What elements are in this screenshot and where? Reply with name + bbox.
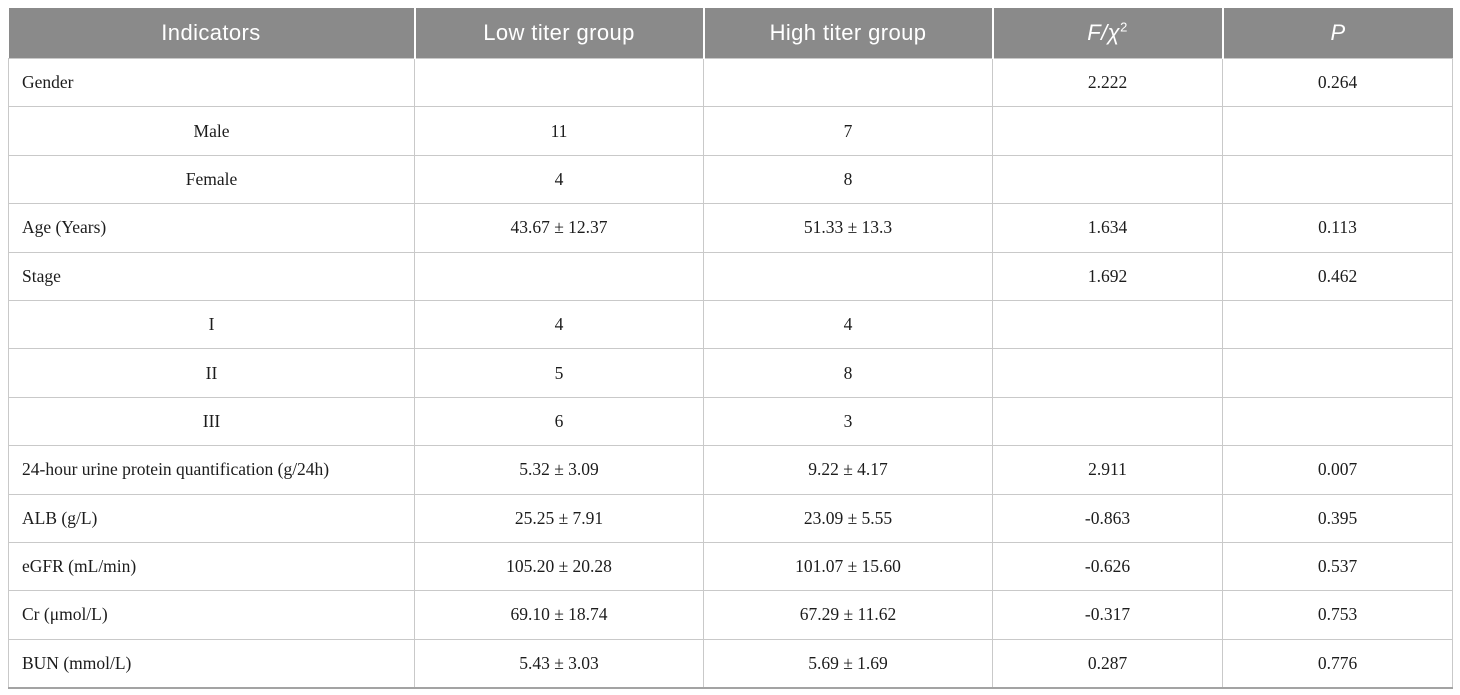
cell-p (1222, 348, 1453, 398)
cell-f: 1.692 (992, 251, 1223, 301)
table-header: Indicators Low titer group High titer gr… (8, 8, 1453, 59)
table-row-stage-2: II 5 8 (8, 348, 1453, 398)
cell-high: 8 (703, 348, 993, 398)
statistics-table: Indicators Low titer group High titer gr… (8, 8, 1453, 690)
cell-indicator: Gender (8, 57, 415, 108)
column-header-low-titer: Low titer group (413, 8, 704, 59)
table-row-stage: Stage 1.692 0.462 (8, 251, 1453, 301)
cell-indicator: 24-hour urine protein quantification (g/… (8, 445, 415, 495)
cell-low: 5 (414, 348, 704, 398)
cell-high: 4 (703, 299, 993, 350)
table-row-urine-protein: 24-hour urine protein quantification (g/… (8, 445, 1453, 495)
table-row-female: Female 4 8 (8, 154, 1453, 205)
cell-low: 11 (414, 106, 704, 156)
cell-indicator: Cr (μmol/L) (8, 590, 415, 640)
table-row-bun: BUN (mmol/L) 5.43 ± 3.03 5.69 ± 1.69 0.2… (8, 638, 1453, 689)
cell-indicator: eGFR (mL/min) (8, 541, 415, 592)
cell-indicator: BUN (mmol/L) (8, 638, 415, 689)
cell-p: 0.007 (1222, 445, 1453, 495)
cell-low: 43.67 ± 12.37 (414, 203, 704, 253)
table-row-stage-3: III 6 3 (8, 396, 1453, 447)
cell-f (992, 348, 1223, 398)
cell-f (992, 106, 1223, 156)
cell-low: 105.20 ± 20.28 (414, 541, 704, 592)
column-header-f-chi: F/χ2 (991, 8, 1223, 59)
column-header-p: P (1221, 8, 1453, 59)
cell-indicator: I (8, 299, 415, 350)
p-label: P (1330, 20, 1346, 45)
cell-p (1222, 154, 1453, 205)
table-row-stage-1: I 4 4 (8, 299, 1453, 350)
cell-low: 25.25 ± 7.91 (414, 493, 704, 543)
cell-p: 0.776 (1222, 638, 1453, 689)
cell-high: 101.07 ± 15.60 (703, 541, 993, 592)
cell-low: 4 (414, 299, 704, 350)
cell-p (1222, 396, 1453, 447)
cell-low: 5.43 ± 3.03 (414, 638, 704, 689)
cell-p: 0.462 (1222, 251, 1453, 301)
cell-p: 0.113 (1222, 203, 1453, 253)
cell-f: 0.287 (992, 638, 1223, 689)
cell-p (1222, 299, 1453, 350)
cell-high: 23.09 ± 5.55 (703, 493, 993, 543)
cell-indicator: Female (8, 154, 415, 205)
cell-high: 5.69 ± 1.69 (703, 638, 993, 689)
cell-f: -0.626 (992, 541, 1223, 592)
cell-p: 0.753 (1222, 590, 1453, 640)
cell-p (1222, 106, 1453, 156)
cell-high: 51.33 ± 13.3 (703, 203, 993, 253)
header-row: Indicators Low titer group High titer gr… (8, 8, 1453, 59)
cell-low: 69.10 ± 18.74 (414, 590, 704, 640)
cell-p: 0.395 (1222, 493, 1453, 543)
cell-indicator: Age (Years) (8, 203, 415, 253)
table-row-egfr: eGFR (mL/min) 105.20 ± 20.28 101.07 ± 15… (8, 541, 1453, 592)
cell-low (414, 57, 704, 108)
cell-low: 6 (414, 396, 704, 447)
table-body: Gender 2.222 0.264 Male 11 7 Female 4 8 (8, 57, 1453, 689)
cell-p: 0.264 (1222, 57, 1453, 108)
cell-f: -0.863 (992, 493, 1223, 543)
cell-f: 2.222 (992, 57, 1223, 108)
cell-indicator: Stage (8, 251, 415, 301)
cell-f: 1.634 (992, 203, 1223, 253)
table-row-cr: Cr (μmol/L) 69.10 ± 18.74 67.29 ± 11.62 … (8, 590, 1453, 640)
cell-indicator: III (8, 396, 415, 447)
cell-indicator: II (8, 348, 415, 398)
cell-p: 0.537 (1222, 541, 1453, 592)
cell-f: -0.317 (992, 590, 1223, 640)
cell-indicator: Male (8, 106, 415, 156)
cell-high (703, 251, 993, 301)
f-chi-superscript: 2 (1120, 19, 1128, 35)
table-row-gender: Gender 2.222 0.264 (8, 57, 1453, 108)
f-chi-label: F/χ (1087, 20, 1121, 45)
cell-f (992, 299, 1223, 350)
table-row-male: Male 11 7 (8, 106, 1453, 156)
table-row-age: Age (Years) 43.67 ± 12.37 51.33 ± 13.3 1… (8, 203, 1453, 253)
cell-high: 7 (703, 106, 993, 156)
column-header-high-titer: High titer group (702, 8, 993, 59)
statistics-table-container: Indicators Low titer group High titer gr… (8, 8, 1453, 690)
column-header-indicators: Indicators (8, 8, 415, 59)
cell-high (703, 57, 993, 108)
cell-low: 4 (414, 154, 704, 205)
cell-low (414, 251, 704, 301)
table-row-alb: ALB (g/L) 25.25 ± 7.91 23.09 ± 5.55 -0.8… (8, 493, 1453, 543)
cell-low: 5.32 ± 3.09 (414, 445, 704, 495)
cell-high: 67.29 ± 11.62 (703, 590, 993, 640)
cell-f (992, 396, 1223, 447)
cell-high: 3 (703, 396, 993, 447)
cell-f (992, 154, 1223, 205)
cell-indicator: ALB (g/L) (8, 493, 415, 543)
cell-f: 2.911 (992, 445, 1223, 495)
cell-high: 8 (703, 154, 993, 205)
cell-high: 9.22 ± 4.17 (703, 445, 993, 495)
